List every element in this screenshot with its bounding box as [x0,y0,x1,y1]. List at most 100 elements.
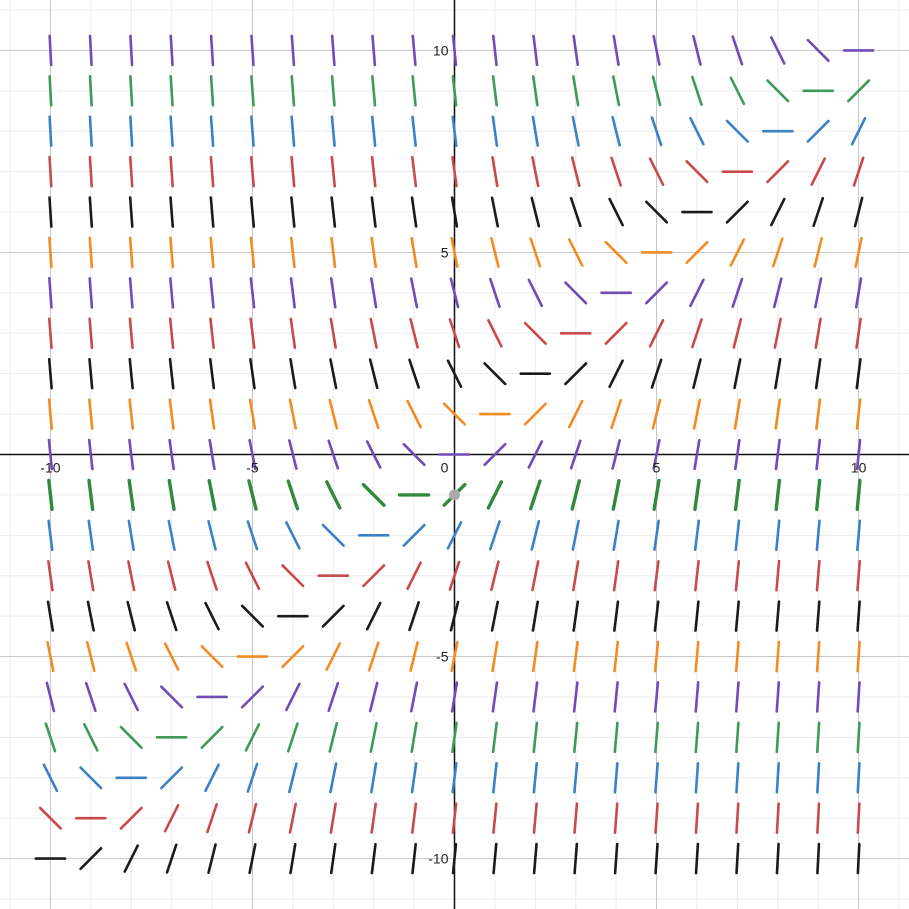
slope-segment [49,319,51,348]
slope-segment [655,763,657,792]
slope-segment [857,561,859,590]
slope-segment [211,157,213,186]
slope-segment [777,763,779,792]
slope-segment [695,521,699,550]
slope-segment [90,359,93,388]
slope-segment [736,521,739,550]
slope-segment [130,117,132,146]
slope-segment [534,763,537,792]
slope-segment [534,804,537,833]
slope-segment [776,561,779,590]
slope-segment [251,238,254,267]
slope-segment [170,238,172,267]
slope-segment [695,481,699,510]
slope-segment [413,76,416,105]
slope-segment [372,36,374,65]
slope-segment [90,319,92,348]
x-tick-label: -5 [246,460,259,476]
slope-segment [493,36,496,65]
slope-segment [654,481,659,510]
slope-segment [453,36,456,65]
slope-segment [89,400,92,429]
slope-segment [251,157,253,186]
slope-segment [251,36,253,65]
slope-segment [412,804,416,833]
slope-segment [372,198,376,227]
slope-segment [494,844,497,873]
slope-segment [817,602,819,631]
slope-segment [695,561,698,590]
slope-segment [817,521,820,550]
slope-segment [49,521,53,550]
slope-segment [171,36,173,65]
slope-segment [816,400,820,429]
slope-segment [211,36,213,65]
y-tick-label: 5 [441,244,449,260]
slope-segment [777,723,779,752]
slope-segment [49,480,52,509]
slope-segment [574,723,577,752]
highlight-point[interactable] [449,489,460,500]
slope-segment [372,117,375,146]
slope-segment [90,198,92,227]
slope-segment [171,198,173,227]
slope-segment [129,440,133,469]
slope-segment [817,723,819,752]
y-tick-label: -5 [436,649,449,665]
slope-segment [817,642,819,671]
slope-segment [89,480,93,509]
slope-segment [575,804,577,833]
slope-segment [857,400,860,429]
slope-segment [696,602,699,631]
slope-segment [736,480,740,509]
slope-segment [90,157,92,186]
y-tick-label: -10 [428,851,448,867]
slope-segment [291,198,294,227]
slope-segment [90,238,92,267]
slope-segment [332,36,334,65]
slope-segment [858,763,860,792]
slope-segment [171,117,173,146]
slope-segment [615,844,617,873]
slope-segment [655,642,658,671]
x-tick-label: -10 [40,460,60,476]
slope-segment [777,844,779,873]
slope-segment [776,521,779,550]
slope-segment [858,642,860,671]
slope-segment [210,319,213,348]
slope-segment [251,198,254,227]
slope-segment [777,642,779,671]
slope-segment [130,198,132,227]
slope-segment [857,480,860,509]
slope-segment [534,723,537,752]
slope-segment [372,76,375,105]
slope-segment [615,763,617,792]
slope-segment [534,36,538,65]
slope-segment [534,844,536,873]
slope-segment [49,400,52,429]
slope-segment [129,481,133,510]
slope-segment [817,682,819,711]
slope-segment [332,76,334,105]
slope-segment [453,844,456,873]
x-tick-label: 5 [653,460,661,476]
x-tick-label: 0 [441,460,449,476]
slope-segment [130,278,132,307]
slope-segment [736,642,738,671]
selected-point[interactable] [449,489,460,500]
slope-segment [655,602,658,631]
slope-segment [453,117,457,146]
slope-segment [453,76,456,105]
slope-segment [130,36,132,65]
slope-segment [696,642,699,671]
slope-segment [858,804,860,833]
slope-segment [169,481,174,510]
slope-segment [170,319,173,348]
slope-segment [777,602,779,631]
slope-segment [90,117,92,146]
slope-segment [130,319,133,348]
slope-segment [332,157,335,186]
slope-segment [211,76,213,105]
slope-segment [858,844,859,873]
